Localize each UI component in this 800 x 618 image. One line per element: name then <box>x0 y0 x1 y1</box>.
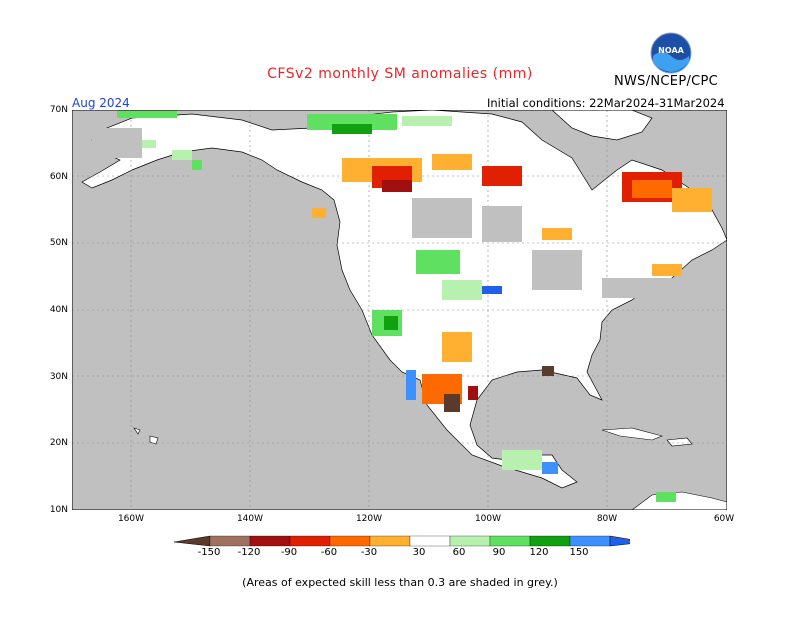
legend-label: 90 <box>492 547 506 558</box>
lat-label: 40N <box>49 305 68 315</box>
map-title: CFSv2 monthly SM anomalies (mm) <box>267 66 533 82</box>
legend-label: -150 <box>197 547 221 558</box>
land-greenland <box>551 110 653 141</box>
colorbar-cell <box>289 535 331 547</box>
legend-label: -60 <box>320 547 338 558</box>
lon-label: 60W <box>713 514 735 524</box>
colorbar-end-high <box>609 535 630 547</box>
legend-colorbar <box>173 535 630 547</box>
lat-label: 30N <box>49 372 68 382</box>
lat-label: 50N <box>49 238 68 248</box>
forecast-month: Aug 2024 <box>72 96 130 110</box>
legend-label: 30 <box>412 547 426 558</box>
colorbar-cell <box>569 535 611 547</box>
anomaly-patches <box>92 110 712 502</box>
land-south-america <box>631 491 727 510</box>
legend-label: 150 <box>569 547 589 558</box>
colorbar-cell <box>249 535 291 547</box>
colorbar-cell <box>329 535 371 547</box>
agency-label: NWS/NCEP/CPC <box>614 74 719 89</box>
colorbar-cell <box>409 535 451 547</box>
colorbar-end-low <box>173 535 211 547</box>
colorbar-cell <box>529 535 571 547</box>
colorbar-cell <box>489 535 531 547</box>
lat-label: 70N <box>49 105 68 115</box>
lon-label: 100W <box>474 514 502 524</box>
lon-label: 80W <box>596 514 618 524</box>
colorbar-cell <box>369 535 411 547</box>
land-north-america <box>81 110 727 489</box>
colorbar-cell <box>449 535 491 547</box>
initial-conditions: Initial conditions: 22Mar2024-31Mar2024 <box>487 96 725 110</box>
land-cuba <box>601 427 663 441</box>
skill-footnote: (Areas of expected skill less than 0.3 a… <box>242 576 558 589</box>
lat-label: 20N <box>49 438 68 448</box>
svg-text:NOAA: NOAA <box>658 46 684 55</box>
legend-label: -90 <box>280 547 298 558</box>
legend-label: -120 <box>237 547 261 558</box>
lon-label: 160W <box>117 514 145 524</box>
legend-label: 60 <box>452 547 466 558</box>
colorbar-cell <box>209 535 251 547</box>
lon-label: 140W <box>236 514 264 524</box>
lat-label: 60N <box>49 172 68 182</box>
land-hispaniola <box>666 437 693 447</box>
noaa-logo: NOAA <box>650 32 692 74</box>
lat-label: 10N <box>49 505 68 515</box>
anomaly-map <box>72 110 727 510</box>
legend-label: -30 <box>360 547 378 558</box>
land-hawaii <box>133 427 159 445</box>
lon-label: 120W <box>355 514 383 524</box>
legend-label: 120 <box>529 547 549 558</box>
